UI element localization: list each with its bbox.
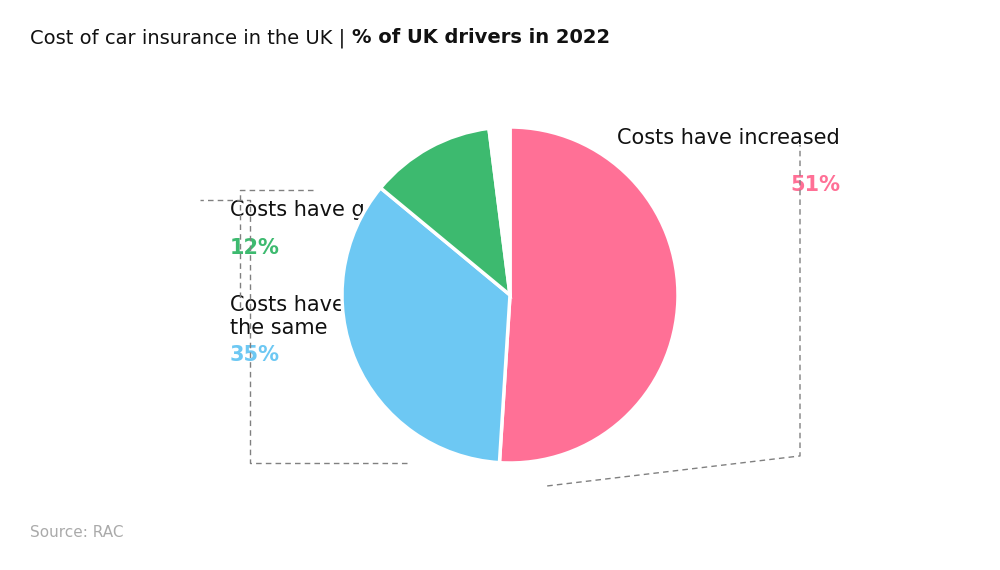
Wedge shape	[499, 127, 678, 463]
Text: % of UK drivers in 2022: % of UK drivers in 2022	[352, 28, 610, 47]
Text: Cost of car insurance in the UK |: Cost of car insurance in the UK |	[30, 28, 352, 47]
Text: Costs have gone down: Costs have gone down	[230, 200, 466, 220]
Text: 35%: 35%	[230, 345, 280, 365]
Text: Costs have stayed
the same: Costs have stayed the same	[230, 295, 422, 338]
Wedge shape	[489, 127, 510, 295]
Wedge shape	[381, 128, 510, 295]
Wedge shape	[342, 188, 510, 463]
Text: Costs have increased: Costs have increased	[617, 128, 840, 148]
Text: 51%: 51%	[790, 175, 840, 195]
Text: Source: RAC: Source: RAC	[30, 525, 124, 540]
Text: 12%: 12%	[230, 238, 280, 258]
